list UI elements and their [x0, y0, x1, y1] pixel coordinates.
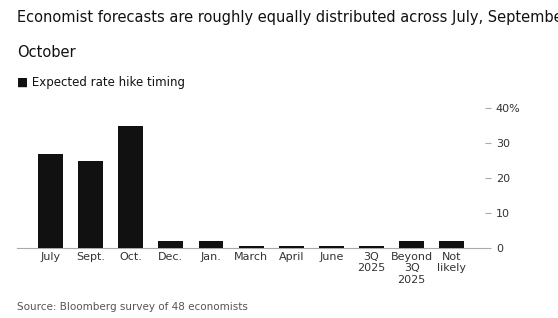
Text: Economist forecasts are roughly equally distributed across July, September,: Economist forecasts are roughly equally …	[17, 10, 558, 24]
Bar	[439, 241, 464, 248]
Text: October: October	[17, 45, 75, 59]
Bar	[319, 246, 344, 248]
Bar	[199, 241, 223, 248]
Bar	[158, 241, 183, 248]
Bar	[279, 246, 304, 248]
Bar	[239, 246, 263, 248]
Bar	[38, 154, 63, 248]
Bar	[118, 126, 143, 248]
Text: ■ Expected rate hike timing: ■ Expected rate hike timing	[17, 76, 185, 89]
Text: Source: Bloomberg survey of 48 economists: Source: Bloomberg survey of 48 economist…	[17, 302, 248, 312]
Bar	[78, 161, 103, 248]
Bar	[399, 241, 424, 248]
Bar	[359, 246, 384, 248]
